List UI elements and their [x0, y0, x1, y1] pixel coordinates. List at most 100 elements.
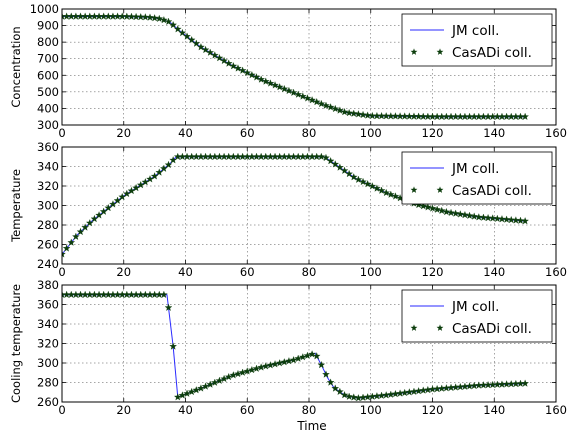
legend-marker-swatch — [410, 324, 418, 331]
y-tick-label: 320 — [37, 337, 59, 351]
data-point-casadi — [474, 213, 483, 221]
data-point-casadi — [322, 370, 330, 378]
x-tick-label: 100 — [360, 403, 382, 417]
data-point-casadi — [178, 28, 187, 37]
data-point-casadi — [424, 203, 432, 211]
x-axis-label: Time — [296, 419, 326, 433]
y-tick-label: 340 — [37, 317, 59, 331]
x-tick-label: 80 — [302, 403, 317, 417]
legend-marker-swatch — [436, 48, 444, 55]
y-tick-label: 340 — [37, 160, 59, 174]
y-tick-label: 600 — [37, 68, 59, 82]
data-point-casadi — [229, 371, 238, 379]
data-point-casadi — [224, 59, 233, 67]
subplot-temperature: 0 20 40 60 80 100 120 140 160 240 260 280 300 320 340 3… — [9, 140, 567, 279]
data-point-casadi — [215, 376, 224, 385]
y-tick-label: 300 — [37, 199, 59, 213]
legend: JM coll. CasADi coll. — [401, 151, 553, 205]
data-point-casadi — [183, 32, 191, 40]
data-point-casadi — [331, 160, 340, 168]
x-tick-label: 120 — [422, 265, 444, 279]
data-point-casadi — [201, 382, 210, 390]
data-point-casadi — [331, 384, 340, 392]
data-point-casadi — [359, 177, 367, 186]
legend-marker-swatch — [436, 186, 444, 193]
data-point-casadi — [289, 356, 298, 364]
data-point-casadi — [81, 223, 89, 231]
axes-frame — [61, 146, 557, 265]
data-point-casadi — [76, 227, 85, 236]
legend-label: JM coll. — [451, 23, 499, 39]
data-point-casadi — [502, 215, 511, 223]
data-point-casadi — [220, 56, 228, 65]
data-point-casadi — [271, 81, 279, 89]
legend-label: CasADi coll. — [452, 321, 532, 337]
y-tick-label: 320 — [37, 179, 59, 193]
data-point-casadi — [451, 209, 460, 217]
legend-label: CasADi coll. — [452, 183, 532, 199]
x-tick-label: 60 — [240, 403, 255, 417]
x-tick-label: 100 — [360, 265, 382, 279]
y-axis-label: Concentration — [9, 26, 23, 107]
data-point-casadi — [141, 13, 150, 21]
x-tick-label: 20 — [116, 265, 131, 279]
data-point-casadi — [155, 14, 164, 23]
x-tick-label: 40 — [178, 403, 193, 417]
x-tick-label: 0 — [58, 403, 65, 417]
series-group — [62, 12, 529, 120]
data-point-casadi — [377, 186, 386, 194]
data-point-casadi — [312, 352, 321, 360]
data-point-casadi — [211, 51, 219, 59]
data-point-casadi — [294, 354, 303, 362]
data-point-casadi — [206, 48, 215, 56]
data-point-casadi — [349, 393, 358, 401]
data-point-casadi — [437, 206, 446, 215]
data-point-casadi — [197, 384, 205, 392]
data-point-casadi — [516, 216, 525, 224]
data-point-casadi — [243, 68, 252, 77]
x-tick-label: 0 — [58, 265, 65, 279]
data-point-casadi — [238, 66, 247, 74]
y-tick-label: 280 — [37, 218, 59, 232]
x-tick-label: 120 — [422, 126, 444, 140]
data-point-casadi — [261, 77, 270, 85]
y-tick-label: 280 — [37, 376, 59, 390]
data-point-casadi — [285, 86, 293, 95]
data-point-casadi — [521, 112, 529, 120]
data-point-casadi — [192, 39, 201, 47]
data-point-casadi — [465, 211, 474, 219]
data-point-casadi — [386, 190, 395, 198]
x-tick-label: 80 — [302, 126, 317, 140]
data-point-casadi — [229, 62, 238, 70]
data-point-casadi — [456, 210, 465, 218]
data-point-casadi — [322, 153, 330, 162]
data-point-casadi — [62, 250, 66, 258]
data-point-casadi — [373, 184, 381, 192]
y-tick-label: 900 — [37, 19, 59, 33]
legend-marker-swatch — [436, 324, 444, 331]
subplot-cooling-temperature: 0 20 40 60 80 100 120 140 160 260 280 300 320 340 360 3… — [9, 278, 567, 417]
data-point-casadi — [122, 189, 131, 198]
legend-marker-swatch — [410, 186, 418, 193]
data-point-casadi — [243, 367, 252, 375]
data-point-casadi — [289, 88, 298, 96]
legend: JM coll. CasADi coll. — [401, 289, 553, 343]
data-point-casadi — [308, 96, 316, 104]
data-point-casadi — [363, 180, 372, 188]
data-point-casadi — [442, 207, 451, 216]
data-point-casadi — [391, 192, 400, 200]
data-point-casadi — [512, 216, 520, 224]
data-point-casadi — [294, 90, 303, 98]
data-point-casadi — [220, 374, 228, 383]
data-point-casadi — [326, 157, 335, 165]
data-point-casadi — [317, 99, 326, 108]
y-tick-label: 800 — [37, 35, 59, 49]
data-point-casadi — [345, 169, 353, 178]
data-point-casadi — [201, 45, 210, 54]
legend-marker-swatch — [410, 48, 418, 55]
data-point-casadi — [252, 364, 261, 372]
data-point-casadi — [257, 75, 265, 83]
data-point-casadi — [488, 214, 497, 222]
data-point-casadi — [72, 232, 80, 240]
data-point-casadi — [303, 94, 312, 102]
